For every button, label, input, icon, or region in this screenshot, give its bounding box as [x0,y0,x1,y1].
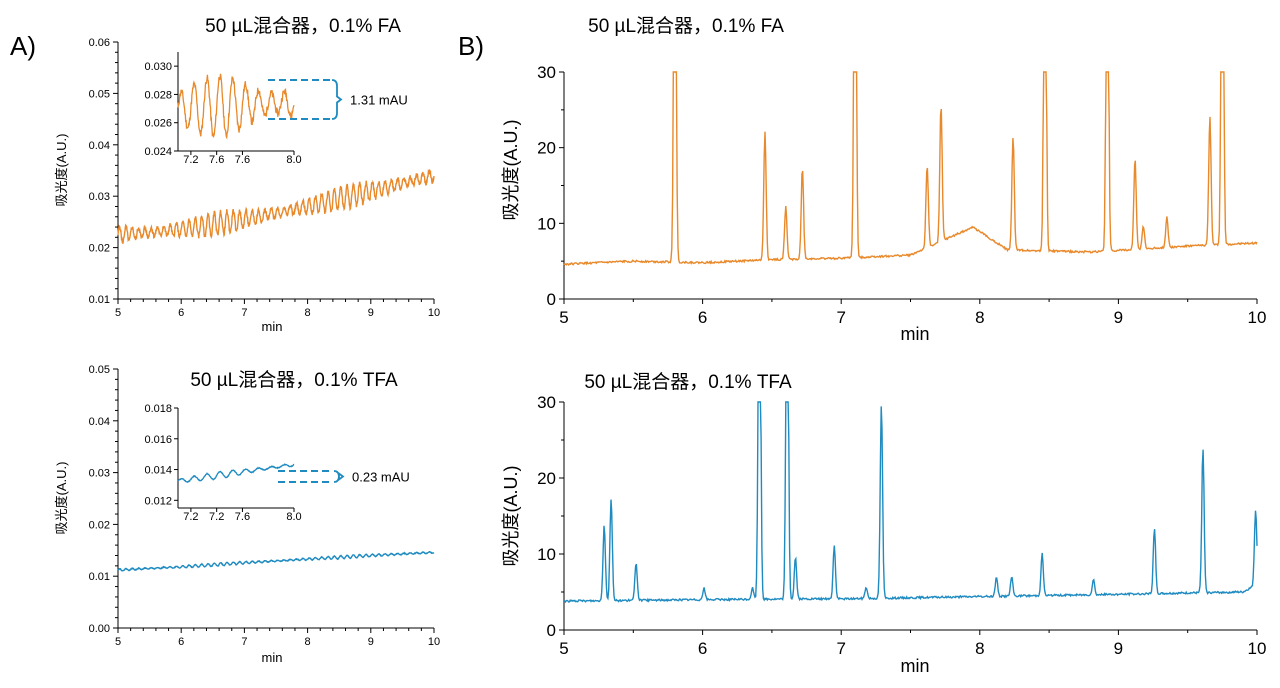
x-axis-label: min [262,650,283,665]
A_top-inset-xtick-label: 8.0 [286,154,301,166]
A_top-inset-ytick-label: 0.026 [144,118,172,130]
B_top-xtick-label: 8 [975,308,984,327]
A_top-xtick-label: 8 [305,307,311,319]
B_bottom-ytick-label: 10 [537,545,556,564]
annotation-brace [333,470,345,483]
A_bottom-xtick-label: 8 [305,636,311,648]
chart-b-top: 50 µL混合器，0.1% FA 吸光度(A.U.) min 5 6 7 8 9 10 0 10 20… [501,15,1266,344]
series-line [563,401,1258,604]
y-axis-label: 吸光度(A.U.) [501,120,521,221]
B_bottom-ytick-label: 30 [537,393,556,412]
A_top-xtick-label: 6 [178,307,184,319]
x-axis-label: min [262,319,283,334]
B_top-xtick-label: 10 [1248,308,1267,327]
B_bottom-ytick-label: 20 [537,469,556,488]
B_top-ytick-label: 20 [537,139,556,158]
inset-series-line [177,73,295,140]
A_top-inset-xtick-label: 7.6 [209,154,224,166]
B_top-ytick-label: 0 [547,290,556,309]
chart-title: 50 µL混合器，0.1% FA [205,15,401,37]
A_bottom-xtick-label: 9 [368,636,374,648]
A_top-ytick-label: 0.04 [89,140,110,152]
A_top-ytick-label: 0.02 [89,243,110,255]
A_bottom-inset-xtick-label: 7.2 [209,511,224,523]
A_bottom-ytick-label: 0.02 [89,519,110,531]
A_bottom-ytick-label: 0.00 [89,623,110,635]
x-axis-label: min [900,656,929,676]
chart-title: 50 µL混合器，0.1% TFA [584,371,792,393]
A_bottom-xtick-label: 6 [178,636,184,648]
A_bottom-inset-ytick-label: 0.018 [144,403,172,415]
inset-chart: 7.2 7.2 7.6 8.0 0.012 0.014 0.016 0.018 0.23 mAU [144,403,409,523]
A_top-ytick-label: 0.01 [89,294,110,306]
A_top-ytick-label: 0.06 [89,37,110,49]
chart-a-bottom: 50 µL混合器，0.1% TFA 吸光度(A.U.) min 5 6 7 8 9 10 0.00… [54,364,440,665]
series-line [563,71,1258,266]
panel-label-b: B) [458,31,484,61]
A_top-inset-ytick-label: 0.028 [144,89,172,101]
B_bottom-ytick-label: 0 [547,621,556,640]
series-line [117,169,435,244]
A_top-inset-xtick-label: 7.2 [183,154,198,166]
B_bottom-xtick-label: 10 [1248,639,1267,658]
y-axis-label: 吸光度(A.U.) [54,134,69,207]
B_top-xtick-label: 5 [559,308,568,327]
panel-label-a: A) [10,31,36,61]
A_top-inset-xtick-label: 7.6 [235,154,250,166]
B_bottom-xtick-label: 6 [698,639,707,658]
chart-title: 50 µL混合器，0.1% TFA [190,369,398,391]
B_top-xtick-label: 6 [698,308,707,327]
A_bottom-inset-ytick-label: 0.016 [144,434,172,446]
y-axis-label: 吸光度(A.U.) [501,466,521,567]
A_bottom-inset-xtick-label: 8.0 [286,511,301,523]
chart-b-bottom: 50 µL混合器，0.1% TFA 吸光度(A.U.) min 5 6 7 8 9 10 0 10 2… [501,371,1266,676]
A_bottom-xtick-label: 5 [115,636,121,648]
A_bottom-inset-ytick-label: 0.014 [144,465,172,477]
B_top-xtick-label: 9 [1114,308,1123,327]
B_top-ytick-label: 30 [537,63,556,82]
A_bottom-ytick-label: 0.04 [89,416,110,428]
A_top-xtick-label: 7 [241,307,247,319]
B_bottom-xtick-label: 7 [836,639,845,658]
B_bottom-xtick-label: 8 [975,639,984,658]
y-axis-label: 吸光度(A.U.) [54,462,69,535]
series-line [117,551,435,572]
B_bottom-xtick-label: 9 [1114,639,1123,658]
A_bottom-ytick-label: 0.03 [89,468,110,480]
B_top-xtick-label: 7 [836,308,845,327]
x-axis-label: min [900,324,929,344]
chart-title: 50 µL混合器，0.1% FA [588,15,784,37]
A_bottom-inset-xtick-label: 7.6 [235,511,250,523]
A_bottom-inset-ytick-label: 0.012 [144,495,172,507]
annotation-label: 1.31 mAU [350,93,408,108]
annotation-label: 0.23 mAU [352,470,410,485]
chart-a-top: 50 µL混合器，0.1% FA 吸光度(A.U.) min 5 6 7 8 9 10 0.01 0… [54,15,440,334]
A_bottom-xtick-label: 7 [241,636,247,648]
A_bottom-inset-xtick-label: 7.2 [183,511,198,523]
A_top-xtick-label: 5 [115,307,121,319]
A_top-xtick-label: 9 [368,307,374,319]
A_bottom-ytick-label: 0.05 [89,364,110,376]
inset-chart: 7.2 7.6 7.6 8.0 0.024 0.026 0.028 0.030 1.31 mAU [144,52,408,166]
B_top-ytick-label: 10 [537,214,556,233]
A_bottom-xtick-label: 10 [428,636,440,648]
A_bottom-ytick-label: 0.01 [89,571,110,583]
annotation-brace [331,79,343,120]
A_top-ytick-label: 0.03 [89,191,110,203]
A_top-inset-ytick-label: 0.030 [144,61,172,73]
A_top-xtick-label: 10 [428,307,440,319]
inset-series-line [177,463,295,484]
B_bottom-xtick-label: 5 [559,639,568,658]
A_top-inset-ytick-label: 0.024 [144,146,172,158]
A_top-ytick-label: 0.05 [89,88,110,100]
